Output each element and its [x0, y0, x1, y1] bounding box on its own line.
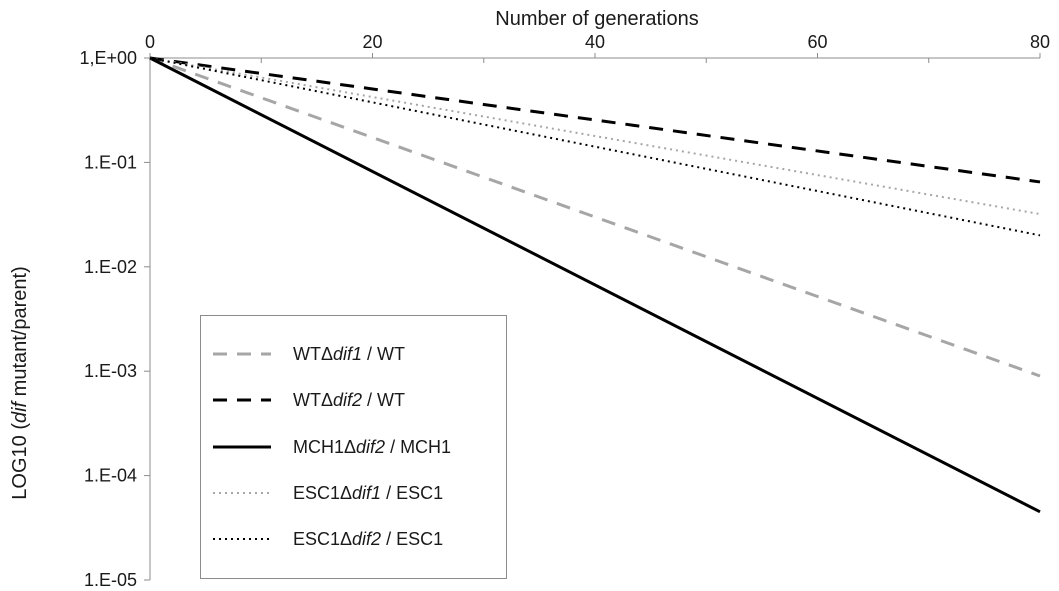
series-lines	[149, 56, 1041, 514]
legend-swatch-wt-dif1	[213, 352, 271, 356]
x-tick-label: 40	[585, 32, 605, 52]
legend-item: WTΔdif1 / WT	[201, 339, 506, 369]
x-ticks: 0 20 40 60 80	[145, 32, 1050, 63]
legend-label: MCH1Δdif2 / MCH1	[293, 437, 452, 457]
series-line-0	[149, 56, 1041, 378]
series-line-3	[149, 57, 1041, 216]
y-axis-title-suffix: mutant/parent)	[9, 266, 31, 402]
y-tick-label: 1,E+00	[79, 48, 137, 68]
x-tick-label: 80	[1030, 32, 1050, 52]
legend: WTΔdif1 / WT WTΔdif2 / WT MCH1Δdif2 / MC…	[200, 315, 507, 579]
y-tick-label: 1.E-02	[84, 257, 137, 277]
x-tick-label: 20	[362, 32, 382, 52]
series-line-2	[149, 56, 1041, 514]
y-ticks: 1,E+00 1.E-01 1.E-02 1.E-03 1.E-04 1.E-05	[79, 48, 150, 590]
y-axis-title: LOG10 (dif mutant/parent)	[9, 266, 31, 499]
legend-item: ESC1Δdif1 / ESC1	[201, 478, 506, 508]
series-line-1	[149, 56, 1041, 184]
legend-swatch-wt-dif2	[213, 398, 271, 402]
legend-swatch-esc1-dif1	[213, 492, 271, 494]
y-tick-label: 1.E-03	[84, 361, 137, 381]
legend-label: ESC1Δdif2 / ESC1	[293, 529, 444, 549]
x-axis-title: Number of generations	[495, 8, 698, 30]
legend-swatch-mch1-dif2	[213, 445, 271, 449]
x-tick-label: 0	[145, 32, 155, 52]
legend-item: MCH1Δdif2 / MCH1	[201, 432, 506, 462]
series-line-4	[149, 57, 1041, 237]
y-tick-label: 1.E-05	[84, 570, 137, 590]
legend-item: ESC1Δdif2 / ESC1	[201, 524, 506, 554]
y-axis-title-italic: dif	[9, 399, 31, 423]
legend-item: WTΔdif2 / WT	[201, 385, 506, 415]
x-tick-label: 60	[807, 32, 827, 52]
y-tick-label: 1.E-04	[84, 466, 137, 486]
legend-swatch-esc1-dif2	[213, 538, 271, 540]
y-axis-title-prefix: LOG10 (	[9, 423, 31, 500]
y-tick-label: 1.E-01	[84, 152, 137, 172]
legend-label: ESC1Δdif1 / ESC1	[293, 483, 444, 503]
legend-label: WTΔdif1 / WT	[293, 344, 406, 364]
legend-label: WTΔdif2 / WT	[293, 390, 406, 410]
